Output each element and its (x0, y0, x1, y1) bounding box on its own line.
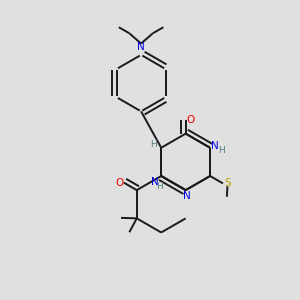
Text: H: H (218, 146, 225, 154)
Text: N: N (137, 42, 145, 52)
Text: N: N (211, 141, 219, 151)
Text: H: H (156, 182, 163, 191)
Text: S: S (224, 178, 231, 188)
Text: N: N (183, 191, 191, 201)
Text: N: N (152, 177, 159, 187)
Text: O: O (115, 178, 123, 188)
Text: H: H (150, 140, 157, 149)
Text: O: O (186, 115, 194, 125)
